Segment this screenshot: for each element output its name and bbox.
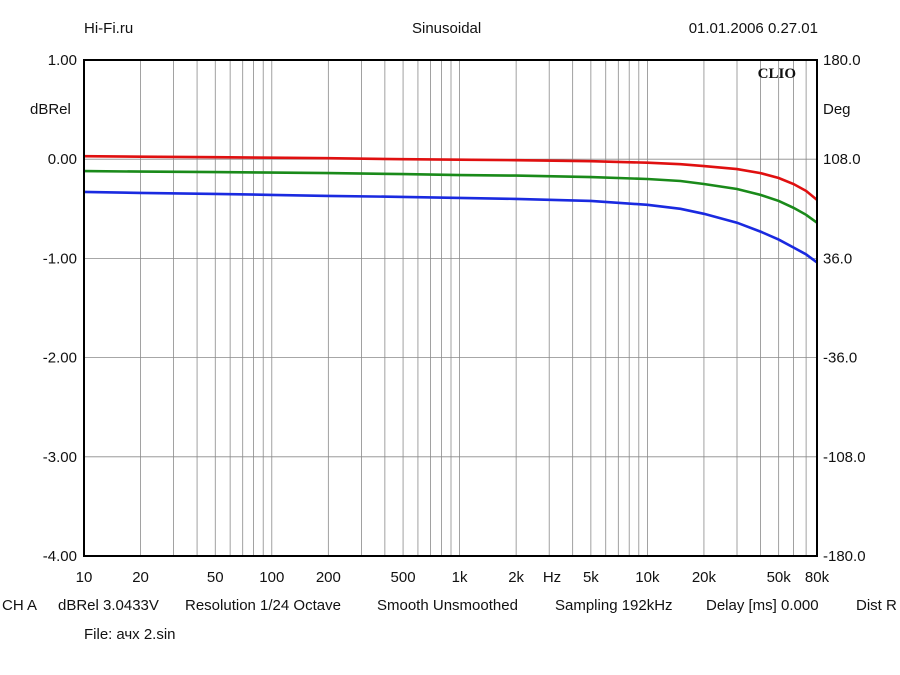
file-info: File: ачх 2.sin <box>84 626 176 643</box>
x-tick-label: 50 <box>207 569 224 586</box>
x-tick-label: 200 <box>316 569 341 586</box>
y-tick-label: 0.00 <box>48 151 77 168</box>
file-label: File: <box>84 626 113 643</box>
x-tick-label: 10k <box>635 569 660 586</box>
y2-tick-labels: 180.0 108.0 36.0 -36.0 -108.0 -180.0 <box>823 52 866 565</box>
x-tick-label: 10 <box>76 569 93 586</box>
y-tick-labels: 1.00 0.00 -1.00 -2.00 -3.00 -4.00 <box>43 52 77 565</box>
y-axis-label: dBRel <box>30 101 71 118</box>
file-name: ачх 2.sin <box>116 626 176 643</box>
clio-logo: CLIO <box>758 66 796 82</box>
sampling-label: Sampling 192kHz <box>555 597 673 614</box>
y-tick-label: -4.00 <box>43 548 77 565</box>
series-layer <box>83 154 818 264</box>
resolution-label: Resolution 1/24 Octave <box>185 597 341 614</box>
y-tick-label: 1.00 <box>48 52 77 69</box>
y2-tick-label: 180.0 <box>823 52 861 69</box>
y2-tick-label: 108.0 <box>823 151 861 168</box>
delay-label: Delay [ms] 0.000 <box>706 597 819 614</box>
y2-tick-label: 36.0 <box>823 250 852 267</box>
series-line-3 <box>83 190 818 264</box>
y2-tick-label: -180.0 <box>823 548 866 565</box>
header-site: Hi-Fi.ru <box>84 20 134 37</box>
plot-frame <box>83 59 818 557</box>
x-tick-label: 20k <box>692 569 717 586</box>
units-label: dBRel 3.0433V <box>58 597 159 614</box>
channel-label: CH A <box>2 597 38 614</box>
grid <box>84 59 817 557</box>
x-tick-label: 5k <box>583 569 599 586</box>
y2-tick-label: -108.0 <box>823 449 866 466</box>
y2-tick-label: -36.0 <box>823 350 857 367</box>
x-tick-label: 20 <box>132 569 149 586</box>
series-line-2 <box>83 169 818 224</box>
y-tick-label: -3.00 <box>43 449 77 466</box>
header-timestamp: 01.01.2006 0.27.01 <box>688 20 818 37</box>
frequency-response-chart: CLIO dBRel Deg 1.00 0.00 -1.00 -2.00 -3.00 -4… <box>30 52 866 586</box>
y-tick-label: -1.00 <box>43 250 77 267</box>
x-tick-label: 1k <box>452 569 468 586</box>
x-tick-label: 2k <box>508 569 524 586</box>
x-tick-label: 50k <box>767 569 792 586</box>
y-tick-label: -2.00 <box>43 350 77 367</box>
x-tick-labels: 10 20 50 100 200 500 1k 2k 5k 10k 20k 50k 80k <box>76 569 830 586</box>
x-tick-label: 100 <box>259 569 284 586</box>
smooth-label: Smooth Unsmoothed <box>377 597 518 614</box>
y2-axis-label: Deg <box>823 101 851 118</box>
x-tick-label: 80k <box>805 569 830 586</box>
header-signal-type: Sinusoidal <box>412 20 482 37</box>
x-tick-label: 500 <box>391 569 416 586</box>
dist-label: Dist R <box>856 597 897 614</box>
x-unit-label: Hz <box>543 569 561 586</box>
series-line-1 <box>83 154 818 201</box>
